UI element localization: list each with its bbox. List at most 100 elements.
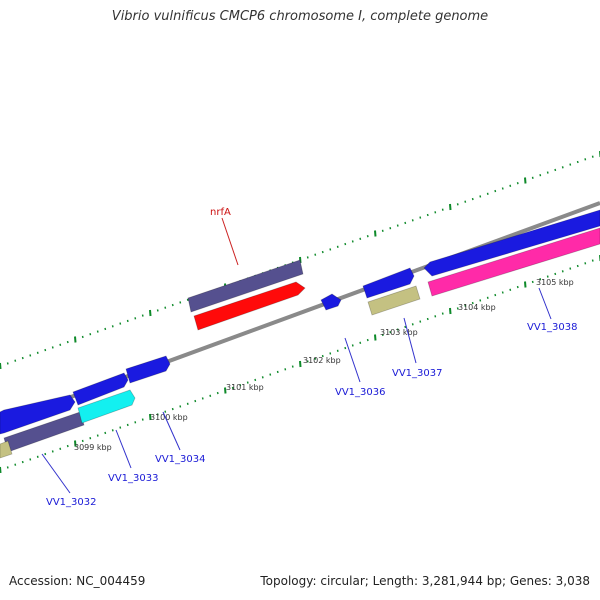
minor-tick [329,248,332,251]
minor-tick [471,197,474,201]
minor-tick [396,224,399,227]
minor-tick [359,341,362,344]
minor-tick [126,423,129,427]
minor-tick [209,394,212,397]
minor-tick [111,325,114,328]
feature-khaki-left[interactable] [0,440,13,459]
feature-vv1-3037-khaki[interactable] [367,285,421,316]
minor-tick [426,213,429,217]
minor-tick [44,452,47,456]
gene-label-vv1-3038[interactable]: VV1_3038 [527,322,578,333]
kbp-label: 3105 kbp [536,278,574,287]
gene-label-connector [538,287,552,320]
kbp-label: 3104 kbp [458,303,496,312]
feature-vv1-3038-pink[interactable] [427,227,600,297]
minor-tick [389,227,392,230]
minor-tick [464,200,467,203]
minor-tick [344,346,347,350]
major-tick [149,413,152,421]
minor-tick [561,270,564,273]
feature-nrfa[interactable] [187,259,304,313]
minor-tick [164,306,167,309]
minor-tick [269,373,272,376]
minor-tick [276,370,279,374]
minor-tick [389,331,392,334]
minor-tick [411,219,414,222]
gene-label-connector [344,337,361,383]
gene-label-connector [162,411,181,451]
minor-tick [314,253,317,256]
minor-tick [51,450,54,453]
minor-tick [156,309,159,312]
minor-tick [456,203,459,206]
gene-label-connector [403,317,417,364]
minor-tick [329,352,332,355]
minor-tick [179,405,182,408]
minor-tick [509,288,512,291]
minor-tick [171,407,174,411]
kbp-label: 3099 kbp [74,443,112,452]
minor-tick [359,237,362,240]
minor-tick [156,413,159,416]
minor-tick [561,166,564,169]
gene-label-vv1-3037[interactable]: VV1_3037 [392,368,443,379]
feature-vv1-3034-cds[interactable] [125,355,171,384]
major-tick [74,440,77,447]
minor-tick [441,208,444,211]
tick-row-lower [0,255,600,474]
minor-tick [396,328,399,331]
minor-tick [21,356,24,360]
minor-tick [29,354,32,357]
minor-tick [239,384,242,387]
feature-vv1-3033-cyan[interactable] [77,389,136,424]
minor-tick [29,458,32,461]
gene-label-nrfa[interactable]: nrfA [210,207,231,218]
minor-tick [306,360,309,363]
minor-tick [381,229,384,232]
gene-label-vv1-3034[interactable]: VV1_3034 [155,454,206,465]
minor-tick [66,444,69,448]
gene-label-connector [221,217,239,266]
minor-tick [486,296,489,299]
minor-tick [456,307,459,310]
major-tick [0,466,2,474]
minor-tick [531,176,534,179]
minor-tick [119,322,122,325]
feature-vv1-3038-cds[interactable] [423,209,600,277]
minor-tick [486,192,489,195]
minor-tick [434,315,437,318]
major-tick [524,177,527,184]
gene-label-vv1-3033[interactable]: VV1_3033 [108,473,159,484]
gene-label-vv1-3032[interactable]: VV1_3032 [46,497,97,508]
minor-tick [171,303,174,307]
minor-tick [201,397,204,400]
minor-tick [336,245,339,248]
minor-tick [51,346,54,349]
minor-tick [261,376,264,379]
minor-tick [539,278,542,281]
minor-tick [96,434,99,437]
feature-vv1-3036[interactable] [320,293,342,311]
minor-tick [126,319,129,323]
major-tick [299,360,302,368]
minor-tick [569,163,572,166]
minor-tick [141,314,144,317]
feature-vv1-3033-cds[interactable] [72,372,129,406]
minor-tick [366,338,369,342]
feature-vv1-3032-left[interactable] [0,394,76,435]
feature-vv1-3037-cds[interactable] [362,267,415,299]
minor-tick [179,301,182,304]
major-tick [524,281,527,288]
major-tick [149,309,152,317]
minor-tick [344,242,347,246]
minor-tick [576,264,579,268]
gene-label-vv1-3036[interactable]: VV1_3036 [335,387,386,398]
minor-tick [59,343,62,346]
major-tick [0,362,2,370]
minor-tick [321,354,324,358]
minor-tick [14,359,17,362]
minor-tick [96,330,99,333]
major-tick [449,203,452,211]
kbp-label: 3102 kbp [303,356,341,365]
feature-nrfa-red[interactable] [193,281,306,331]
